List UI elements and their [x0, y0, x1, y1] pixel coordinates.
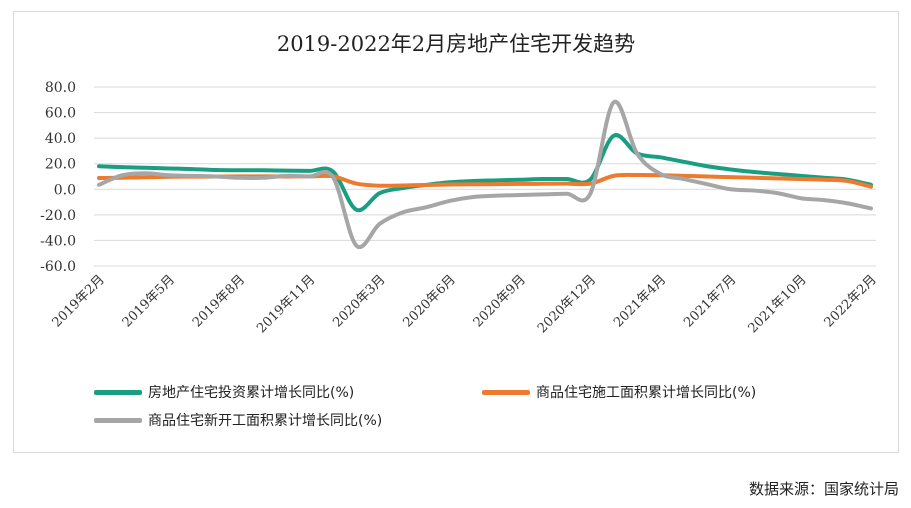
series-line-new-construction — [97, 99, 873, 250]
y-tick-label: 20.0 — [45, 157, 76, 173]
legend-label-investment: 房地产住宅投资累计增长同比(%) — [148, 385, 355, 401]
series-line-investment — [97, 133, 873, 213]
chart-title: 2019-2022年2月房地产住宅开发趋势 — [276, 32, 636, 56]
y-tick-label: 0.0 — [54, 182, 76, 198]
x-tick-label: 2020年6月 — [401, 272, 459, 330]
y-tick-label: -60.0 — [40, 259, 76, 275]
plot-area: -60.0 -40.0 -20.0 0.0 20.0 40.0 60.0 80.0 2019年2… — [40, 80, 880, 336]
legend-label-construction-area: 商品住宅施工面积累计增长同比(%) — [536, 385, 757, 401]
x-tick-label: 2020年12月 — [535, 272, 599, 336]
data-source-note: 数据来源：国家统计局 — [748, 480, 899, 498]
x-tick-label: 2022年2月 — [822, 272, 880, 330]
x-tick-label: 2020年9月 — [471, 272, 529, 330]
y-tick-label: -20.0 — [40, 208, 76, 224]
x-tick-label: 2020年3月 — [330, 272, 388, 330]
y-tick-label: -40.0 — [40, 233, 76, 249]
y-tick-label: 40.0 — [45, 131, 76, 147]
legend-swatch-new-construction — [94, 417, 142, 423]
legend-item-construction-area: 商品住宅施工面积累计增长同比(%) — [482, 382, 756, 402]
x-tick-label: 2019年11月 — [254, 272, 318, 336]
legend-swatch-investment — [94, 389, 142, 395]
x-tick-label: 2021年7月 — [681, 272, 739, 330]
legend-label-new-construction: 商品住宅新开工面积累计增长同比(%) — [148, 413, 383, 429]
x-tick-label: 2019年8月 — [190, 272, 248, 330]
x-tick-label: 2021年4月 — [611, 272, 669, 330]
legend-item-investment: 房地产住宅投资累计增长同比(%) — [94, 382, 354, 402]
y-tick-label: 80.0 — [45, 80, 76, 96]
y-tick-label: 60.0 — [45, 106, 76, 122]
x-tick-label: 2019年2月 — [50, 272, 108, 330]
x-tick-label: 2019年5月 — [120, 272, 178, 330]
legend-swatch-construction-area — [482, 389, 530, 395]
chart-frame: 2019-2022年2月房地产住宅开发趋势 -60.0 -40.0 -20.0 0.0… — [13, 11, 899, 453]
x-tick-label: 2021年10月 — [746, 272, 810, 336]
legend-item-new-construction: 商品住宅新开工面积累计增长同比(%) — [94, 410, 382, 430]
